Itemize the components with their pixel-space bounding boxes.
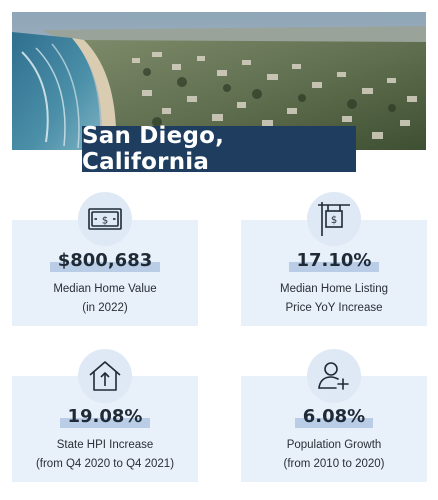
stat-label-line: Price YoY Increase	[285, 302, 383, 314]
stat-label-line: State HPI Increase	[56, 439, 154, 451]
stat-label: State HPI Increase (from Q4 2020 to Q4 2…	[12, 436, 198, 474]
stat-population-growth: 6.08% Population Growth (from 2010 to 20…	[241, 406, 427, 474]
svg-text:$: $	[331, 215, 337, 226]
stat-median-home-value: $800,683 Median Home Value (in 2022)	[12, 250, 198, 318]
stat-value: 6.08%	[294, 406, 374, 428]
stat-value: 19.08%	[59, 406, 151, 428]
stat-label: Population Growth (from 2010 to 2020)	[241, 436, 427, 474]
stat-hpi-increase: 19.08% State HPI Increase (from Q4 2020 …	[12, 406, 198, 474]
stat-label: Median Home Value (in 2022)	[12, 280, 198, 318]
stat-value: 17.10%	[288, 250, 380, 272]
page-title: San Diego, California	[82, 123, 356, 175]
stat-label-line: Population Growth	[286, 439, 382, 451]
stat-value: $800,683	[49, 250, 161, 272]
stat-label-line: Median Home Value	[53, 283, 157, 295]
stat-listing-price-increase: 17.10% Median Home Listing Price YoY Inc…	[241, 250, 427, 318]
stat-label: Median Home Listing Price YoY Increase	[241, 280, 427, 318]
svg-text:$: $	[102, 216, 108, 227]
hanging-price-sign-icon: $	[307, 192, 361, 246]
stat-label-line: (from Q4 2020 to Q4 2021)	[35, 458, 175, 470]
dollar-bill-icon: $	[78, 192, 132, 246]
house-arrow-up-icon	[78, 349, 132, 403]
user-plus-icon	[307, 349, 361, 403]
hero-image	[12, 12, 426, 150]
stat-label-line: (from 2010 to 2020)	[283, 458, 385, 470]
stat-label-line: Median Home Listing	[279, 283, 389, 295]
stat-label-line: (in 2022)	[82, 302, 128, 314]
